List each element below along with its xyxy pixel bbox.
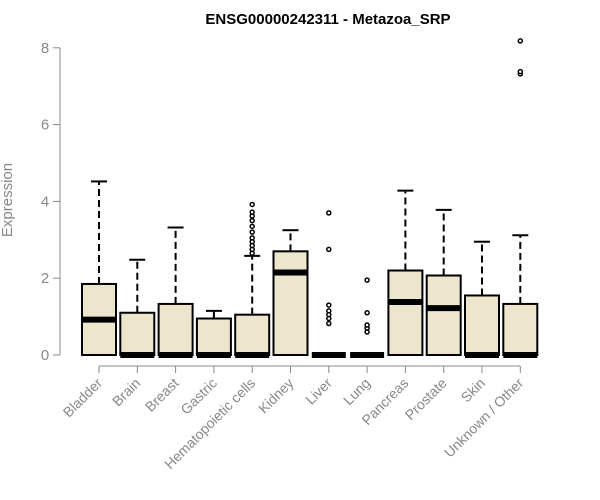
chart-title: ENSG00000242311 - Metazoa_SRP	[205, 11, 450, 28]
box-group	[157, 226, 194, 358]
y-tick-label: 2	[41, 270, 49, 287]
outlier-point	[517, 68, 524, 75]
box	[387, 269, 424, 356]
box	[502, 302, 539, 357]
outlier-point	[249, 235, 255, 241]
box	[195, 317, 232, 356]
outlier-point	[326, 246, 332, 253]
outlier-point	[364, 310, 370, 316]
outlier-point	[249, 209, 255, 215]
box-group	[387, 189, 424, 356]
box	[157, 302, 194, 357]
box-group	[119, 258, 156, 358]
box-group	[311, 210, 346, 358]
x-tick-label: Skin	[458, 375, 489, 406]
box	[272, 250, 309, 357]
x-tick-label: Brain	[109, 375, 143, 409]
box-group	[195, 309, 232, 358]
box	[119, 311, 156, 357]
y-axis-label: Expression	[0, 163, 16, 237]
box-group	[464, 240, 500, 358]
outlier-point	[326, 302, 332, 308]
outlier-point	[326, 320, 332, 327]
x-tick-label: Breast	[142, 375, 182, 415]
x-tick-label: Kidney	[255, 375, 297, 417]
plot-area	[81, 38, 539, 358]
outlier-point	[326, 308, 332, 314]
box-group	[350, 277, 385, 358]
outlier-point	[249, 223, 255, 230]
box	[425, 274, 462, 356]
outlier-point	[364, 277, 370, 283]
outlier-point	[249, 217, 255, 224]
box	[464, 294, 500, 357]
box-group	[425, 208, 462, 356]
y-tick-label: 8	[41, 40, 49, 57]
outlier-point	[517, 38, 524, 44]
box-group	[234, 201, 271, 358]
outlier-point	[326, 210, 332, 216]
y-axis: 0 2 4 6 8	[41, 40, 61, 364]
x-tick-label: Lung	[340, 375, 373, 408]
y-tick-label: 0	[41, 347, 49, 364]
box	[234, 313, 271, 356]
x-tick-label: Bladder	[60, 375, 106, 421]
x-tick-label: Liver	[302, 375, 335, 408]
y-tick-label: 4	[41, 193, 49, 210]
x-tick-label: Prostate	[402, 375, 450, 423]
box-group	[81, 180, 117, 356]
outlier-point	[249, 201, 255, 208]
box-group	[272, 229, 309, 357]
outlier-point	[249, 229, 255, 235]
y-tick-label: 6	[41, 117, 49, 134]
outlier-point	[364, 322, 370, 328]
box-group	[502, 38, 539, 358]
